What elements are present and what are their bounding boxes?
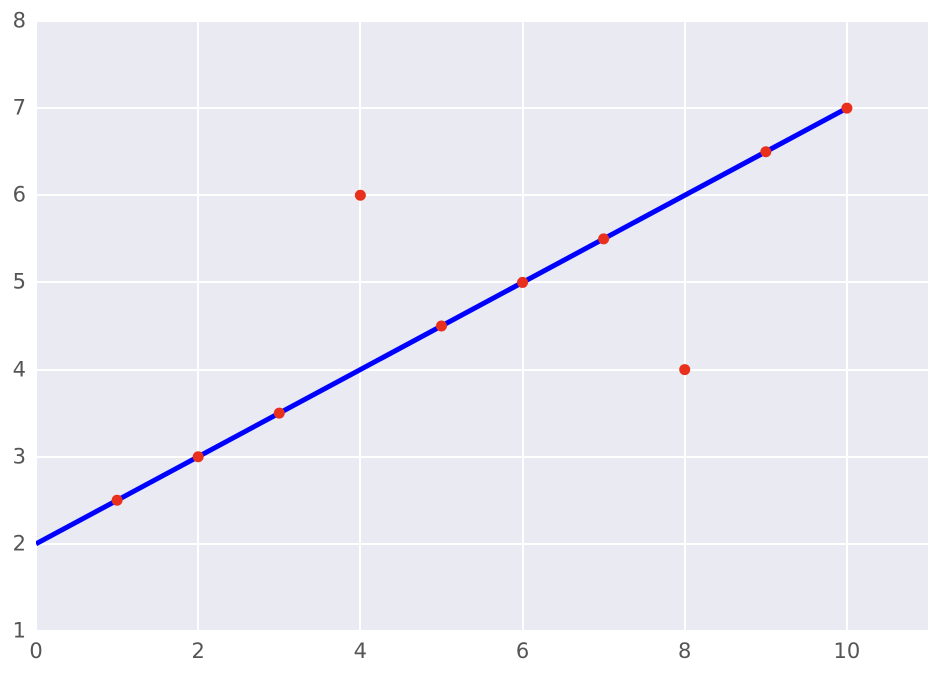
gridline-horizontal bbox=[36, 194, 928, 197]
gridline-vertical bbox=[683, 21, 686, 631]
y-tick-label: 3 bbox=[12, 444, 26, 469]
gridline-horizontal bbox=[36, 630, 928, 631]
y-tick-label: 7 bbox=[12, 95, 26, 120]
data-point-marker bbox=[517, 276, 529, 288]
gridline-vertical bbox=[359, 21, 362, 631]
data-point-marker bbox=[192, 451, 204, 463]
y-tick-label: 5 bbox=[12, 269, 26, 294]
x-tick-label: 4 bbox=[353, 639, 368, 663]
plot-area bbox=[36, 21, 928, 631]
gridline-horizontal bbox=[36, 368, 928, 371]
y-tick-label: 1 bbox=[12, 618, 26, 643]
y-tick-label: 4 bbox=[12, 357, 26, 382]
data-point-marker bbox=[273, 407, 285, 419]
data-layer bbox=[36, 102, 853, 547]
gridline-vertical bbox=[521, 21, 524, 631]
y-tick-label: 2 bbox=[12, 531, 26, 556]
data-point-marker bbox=[111, 494, 123, 506]
gridline-horizontal bbox=[36, 107, 928, 110]
x-tick-label: 6 bbox=[515, 639, 530, 663]
x-tick-label: 2 bbox=[191, 639, 205, 663]
y-tick-label: 8 bbox=[12, 8, 26, 33]
data-point-marker bbox=[679, 364, 691, 376]
gridline-horizontal bbox=[36, 21, 928, 22]
x-tick-label: 0 bbox=[29, 639, 43, 663]
x-tick-label: 10 bbox=[833, 639, 861, 663]
gridline-horizontal bbox=[36, 542, 928, 545]
gridline-vertical bbox=[197, 21, 200, 631]
gridline-vertical bbox=[845, 21, 848, 631]
data-point-marker bbox=[354, 189, 366, 201]
data-point-marker bbox=[760, 146, 772, 158]
gridline-horizontal bbox=[36, 281, 928, 284]
data-point-marker bbox=[841, 102, 853, 114]
x-tick-label: 8 bbox=[678, 639, 692, 663]
data-point-marker bbox=[598, 233, 610, 245]
data-point-marker bbox=[435, 320, 447, 332]
gridline-horizontal bbox=[36, 455, 928, 458]
gridline-vertical bbox=[36, 21, 37, 631]
y-tick-label: 6 bbox=[12, 182, 26, 207]
